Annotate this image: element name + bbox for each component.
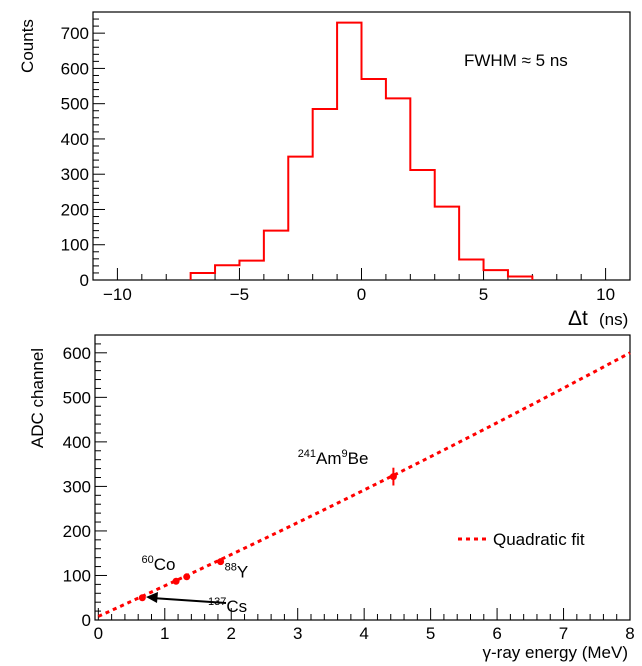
calibration-y-tick-label: 400 xyxy=(63,433,91,452)
histogram-bin xyxy=(215,265,239,280)
calibration-panel: 0 100 200 300 400 500 600 0 1 2 3 4 5 6 7 8 60Co 88Y 241… xyxy=(28,334,635,662)
cs-arrow xyxy=(146,592,227,604)
legend-fit-label: Quadratic fit xyxy=(493,530,585,549)
calibration-y-tick-label: 100 xyxy=(63,566,91,585)
histogram-bin xyxy=(435,207,459,280)
histogram-y-tick-label: 100 xyxy=(61,236,89,255)
calibration-y-tick-label: 200 xyxy=(63,522,91,541)
calibration-x-label: γ-ray energy (MeV) xyxy=(483,643,628,662)
histogram-y-axis: 0 100 200 300 400 500 600 700 xyxy=(61,18,105,290)
calibration-x-tick-label: 0 xyxy=(94,624,103,643)
histogram-x-unit: (ns) xyxy=(599,310,628,329)
calibration-y-label: ADC channel xyxy=(28,348,47,448)
calibration-y-tick-label: 0 xyxy=(82,611,91,630)
calibration-x-axis: 0 1 2 3 4 5 6 7 8 xyxy=(94,608,635,643)
histogram-y-tick-label: 0 xyxy=(80,271,89,290)
calibration-point xyxy=(389,467,397,486)
histogram-bin xyxy=(191,273,215,280)
histogram-bin xyxy=(337,23,361,280)
calibration-y-tick-label: 500 xyxy=(63,388,91,407)
histogram-outline xyxy=(189,21,534,280)
calibration-points xyxy=(138,467,397,602)
calibration-x-tick-label: 2 xyxy=(227,624,236,643)
histogram-bin xyxy=(313,109,337,280)
source-label: 88Y xyxy=(225,562,249,582)
calibration-point xyxy=(217,558,225,566)
legend: Quadratic fit xyxy=(458,530,585,549)
histogram-y-tick-label: 500 xyxy=(61,95,89,114)
histogram-bin xyxy=(410,170,434,280)
histogram-bin xyxy=(484,270,508,280)
histogram-x-tick-label: 5 xyxy=(479,285,488,304)
histogram-bin xyxy=(288,157,312,280)
quadratic-fit-line xyxy=(97,351,631,618)
histogram-x-axis: −10 −5 0 5 10 xyxy=(92,268,631,304)
histogram-x-tick-label: −5 xyxy=(230,285,249,304)
calibration-x-tick-label: 6 xyxy=(492,624,501,643)
histogram-bin xyxy=(386,98,410,280)
calibration-point xyxy=(138,594,146,602)
calibration-y-tick-label: 300 xyxy=(63,477,91,496)
histogram-bin xyxy=(459,260,483,280)
histogram-bin xyxy=(264,231,288,280)
histogram-y-tick-label: 400 xyxy=(61,130,89,149)
histogram-y-tick-label: 700 xyxy=(61,24,89,43)
histogram-y-tick-label: 600 xyxy=(61,59,89,78)
histogram-bin xyxy=(362,79,386,280)
histogram-x-tick-label: −10 xyxy=(103,285,132,304)
source-labels: 60Co 88Y 241Am9Be 137Cs xyxy=(142,448,369,616)
calibration-x-tick-label: 5 xyxy=(426,624,435,643)
histogram-bin xyxy=(239,261,263,280)
calibration-y-tick-label: 600 xyxy=(63,344,91,363)
calibration-point xyxy=(172,577,180,585)
calibration-x-tick-label: 1 xyxy=(160,624,169,643)
calibration-x-tick-label: 8 xyxy=(625,624,634,643)
calibration-x-tick-label: 4 xyxy=(359,624,368,643)
calibration-y-axis: 0 100 200 300 400 500 600 xyxy=(63,334,107,630)
histogram-x-tick-label: 0 xyxy=(357,285,366,304)
histogram-y-label: Counts xyxy=(18,19,37,73)
histogram-y-tick-label: 200 xyxy=(61,200,89,219)
source-label: 241Am9Be xyxy=(298,448,369,468)
source-label: 60Co xyxy=(142,554,176,574)
source-label: 137Cs xyxy=(208,596,247,616)
calibration-frame xyxy=(94,334,631,621)
calibration-point xyxy=(183,573,191,581)
fwhm-annotation: FWHM ≈ 5 ns xyxy=(464,51,568,70)
histogram-y-tick-label: 300 xyxy=(61,165,89,184)
calibration-x-tick-label: 3 xyxy=(293,624,302,643)
histogram-x-tick-label: 10 xyxy=(596,285,615,304)
histogram-x-label: Δt xyxy=(568,307,588,330)
calibration-x-tick-label: 7 xyxy=(559,624,568,643)
